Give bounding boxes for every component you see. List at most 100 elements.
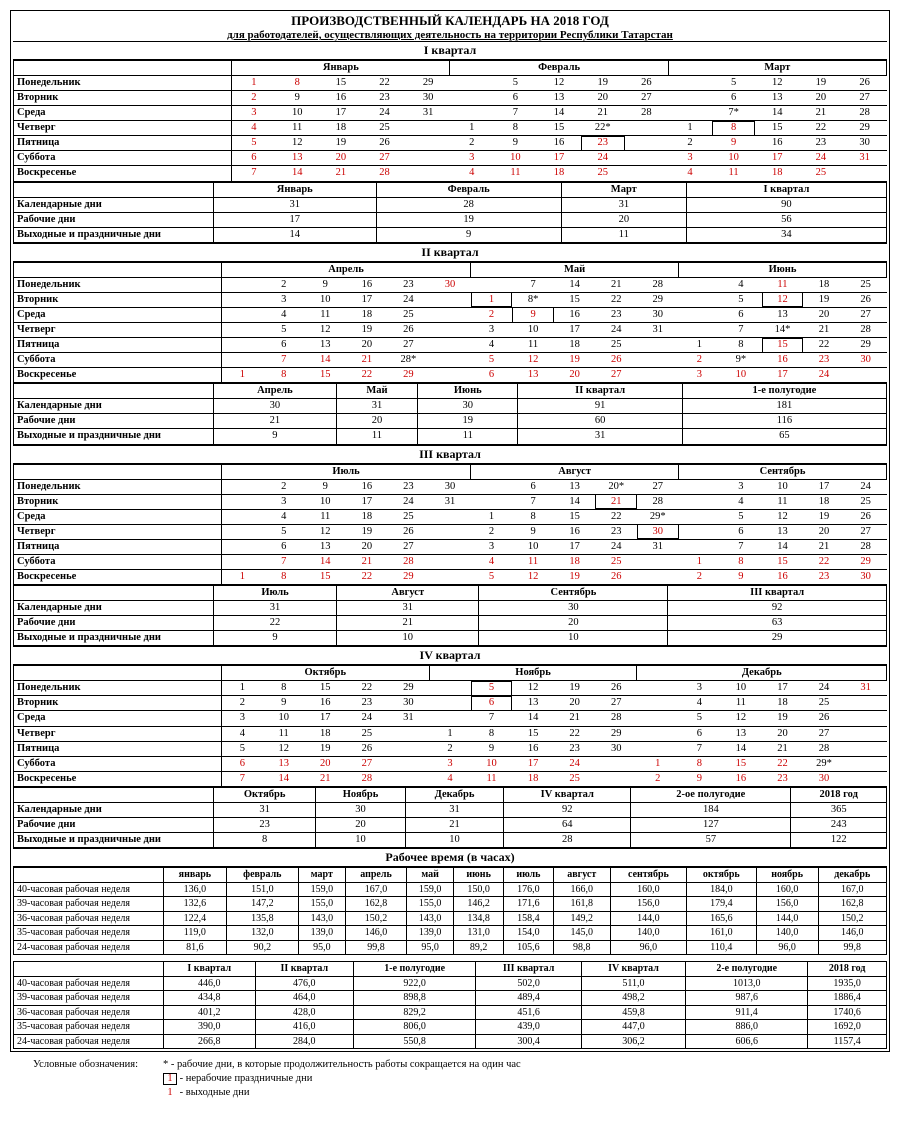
day-cell: 22*	[581, 121, 625, 136]
day-cell: 25	[803, 696, 845, 711]
day-cell: 27	[388, 338, 430, 353]
day-cell: 21	[581, 106, 625, 121]
day-cell: 28	[346, 771, 388, 786]
day-cell: 26	[803, 711, 845, 726]
day-cell: 22	[799, 121, 843, 136]
day-cell: 13	[263, 756, 305, 771]
weekday-label: Пятница	[14, 338, 222, 353]
day-cell: 19	[346, 323, 388, 338]
day-cell: 12	[304, 323, 346, 338]
weekday-label: Воскресенье	[14, 569, 222, 584]
weekday-label: Пятница	[14, 741, 222, 756]
day-cell: 23	[388, 277, 430, 292]
day-cell: 6	[679, 726, 721, 741]
day-cell: 2	[679, 353, 721, 368]
day-cell: 11	[762, 494, 804, 509]
day-cell	[429, 368, 471, 383]
hours-month-header: июнь	[454, 868, 504, 883]
weekday-label: Понедельник	[14, 479, 222, 494]
day-cell: 21	[346, 353, 388, 368]
day-cell: 23	[595, 524, 637, 539]
weekday-label: Пятница	[14, 136, 232, 151]
day-cell: 6	[232, 151, 276, 166]
calendar-page: ПРОИЗВОДСТВЕННЫЙ КАЛЕНДАРЬ НА 2018 ГОД д…	[10, 10, 890, 1052]
day-cell: 2	[232, 91, 276, 106]
weekday-label: Суббота	[14, 756, 222, 771]
day-cell: 26	[845, 509, 887, 524]
day-cell	[221, 509, 263, 524]
day-cell: 6	[720, 307, 762, 322]
day-cell: 1	[221, 569, 263, 584]
day-cell: 9	[304, 277, 346, 292]
day-cell: 25	[346, 726, 388, 741]
day-cell: 18	[554, 338, 596, 353]
day-cell	[429, 681, 471, 696]
day-cell: 14	[554, 277, 596, 292]
day-cell: 11	[720, 696, 762, 711]
day-cell: 17	[803, 479, 845, 494]
day-cell: 12	[263, 741, 305, 756]
day-cell: 17	[762, 368, 804, 383]
weekday-label: Понедельник	[14, 277, 222, 292]
hours-row-label: 35-часовая рабочая неделя	[14, 1020, 164, 1035]
day-cell: 18	[512, 771, 554, 786]
day-cell: 5	[720, 292, 762, 307]
hours-q-header: III квартал	[476, 962, 582, 977]
day-cell: 25	[845, 277, 887, 292]
day-cell: 12	[762, 509, 804, 524]
day-cell: 5	[263, 524, 305, 539]
day-cell: 6	[712, 91, 756, 106]
day-cell: 20	[554, 696, 596, 711]
legend: Условные обозначения: * - рабочие дни, в…	[10, 1052, 890, 1106]
day-cell: 9	[494, 136, 538, 151]
stat-label: Календарные дни	[14, 399, 214, 414]
day-cell: 8	[679, 756, 721, 771]
day-cell	[625, 151, 669, 166]
day-cell	[679, 292, 721, 307]
day-cell	[845, 696, 887, 711]
day-cell: 8*	[512, 292, 554, 307]
day-cell: 6	[471, 368, 513, 383]
day-cell: 3	[679, 681, 721, 696]
day-cell: 10	[494, 151, 538, 166]
day-cell: 27	[595, 696, 637, 711]
day-cell: 13	[755, 91, 799, 106]
hours-month-header: октябрь	[686, 868, 756, 883]
hours-row-label: 40-часовая рабочая неделя	[14, 976, 164, 991]
day-cell: 6	[263, 539, 305, 554]
stat-label: Рабочие дни	[14, 212, 214, 227]
day-cell: 2	[679, 569, 721, 584]
day-cell	[595, 756, 637, 771]
day-cell	[406, 151, 450, 166]
day-cell: 9	[304, 479, 346, 494]
day-cell: 13	[512, 696, 554, 711]
weekday-label: Воскресенье	[14, 166, 232, 181]
day-cell: 4	[471, 338, 513, 353]
day-cell: 19	[581, 76, 625, 91]
day-cell: 7	[512, 494, 554, 509]
hours-q-header: 2-е полугодие	[686, 962, 808, 977]
day-cell: 13	[762, 307, 804, 322]
day-cell: 28	[363, 166, 407, 181]
day-cell: 18	[537, 166, 581, 181]
day-cell: 24	[595, 323, 637, 338]
day-cell: 10	[512, 539, 554, 554]
month-header: Июль	[221, 464, 470, 479]
day-cell: 12	[537, 76, 581, 91]
day-cell: 1	[471, 292, 513, 307]
day-cell: 4	[221, 726, 263, 741]
weekday-label: Среда	[14, 307, 222, 322]
day-cell: 20	[319, 151, 363, 166]
day-cell: 7	[471, 711, 513, 726]
day-cell: 31	[388, 711, 430, 726]
day-cell	[679, 323, 721, 338]
day-cell: 1	[450, 121, 494, 136]
day-cell: 4	[263, 307, 305, 322]
day-cell: 29	[406, 76, 450, 91]
hours-month-header: апрель	[345, 868, 406, 883]
day-cell: 19	[319, 136, 363, 151]
hours-row-label: 39-часовая рабочая неделя	[14, 897, 164, 912]
day-cell: 13	[554, 479, 596, 494]
day-cell: 30	[388, 696, 430, 711]
day-cell: 19	[554, 569, 596, 584]
